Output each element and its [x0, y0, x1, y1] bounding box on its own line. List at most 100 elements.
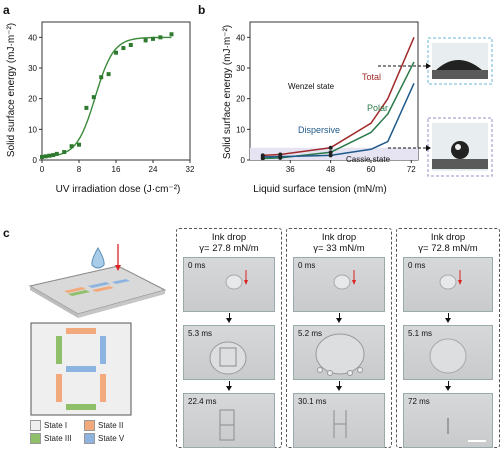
- y-tick-label: 0: [241, 156, 246, 165]
- ink-drop-group-3: Ink drop γ= 72.8 mN/m 0 ms 5.1 ms 72 ms: [396, 228, 500, 448]
- inset-wenzel: [427, 37, 493, 85]
- series-line-polar: [262, 61, 415, 160]
- frame-time: 0 ms: [298, 261, 316, 270]
- series-point: [278, 154, 283, 159]
- arrow-head: [226, 386, 232, 391]
- frame-time: 5.1 ms: [408, 329, 433, 338]
- frame-image: [429, 338, 467, 374]
- frame-time: 0 ms: [188, 261, 206, 270]
- x-tick-label: 16: [112, 165, 121, 174]
- frame-1: 5.2 ms: [293, 325, 385, 380]
- stamp-schematic: [28, 244, 167, 318]
- legend-swatch: [30, 420, 41, 431]
- group-gamma: γ= 72.8 mN/m: [418, 243, 478, 254]
- arrow-head: [336, 386, 342, 391]
- chart-a-ylabel: Solid surface energy (mJ·m⁻²): [6, 23, 17, 157]
- panel-label-b: b: [198, 3, 206, 17]
- series-line-dispersive: [262, 82, 415, 158]
- frame-time: 0 ms: [408, 261, 426, 270]
- frame-image: [209, 341, 247, 375]
- series-line-total: [262, 37, 415, 157]
- y-tick-label: 0: [33, 156, 38, 165]
- arrow-head: [336, 318, 342, 323]
- series-point: [328, 153, 333, 158]
- series-point: [328, 145, 333, 150]
- data-point: [158, 35, 163, 40]
- arrow-head: [226, 318, 232, 323]
- arrow: [447, 313, 449, 319]
- legend-swatch: [84, 433, 95, 444]
- frame-image: [333, 270, 356, 290]
- x-tick-label: 32: [186, 165, 195, 174]
- frame-image: [439, 270, 462, 290]
- arrow: [228, 313, 230, 319]
- inset-cassie: [427, 117, 493, 177]
- legend-state-ii: State II: [84, 420, 123, 431]
- scale-bar: [468, 440, 486, 442]
- frame-0: 0 ms: [293, 257, 385, 312]
- panel-label-a: a: [3, 3, 10, 17]
- data-point: [77, 142, 81, 147]
- legend-label: State II: [98, 421, 124, 430]
- group-gamma: γ= 27.8 mN/m: [199, 243, 259, 254]
- data-point: [169, 32, 174, 37]
- frame-1: 5.3 ms: [183, 325, 275, 380]
- legend-swatch: [30, 433, 41, 444]
- segment-display: [30, 322, 132, 416]
- legend-label: State V: [98, 434, 125, 443]
- data-point: [84, 105, 89, 110]
- legend-label: State I: [44, 421, 68, 430]
- y-tick-label: 40: [28, 33, 37, 42]
- x-tick-label: 36: [286, 165, 295, 174]
- data-point: [54, 151, 59, 156]
- y-tick-label: 10: [236, 125, 245, 134]
- group-title: Ink drop: [321, 232, 357, 243]
- y-tick-label: 30: [28, 64, 37, 73]
- group-title: Ink drop: [430, 232, 466, 243]
- legend-swatch: [84, 420, 95, 431]
- x-tick-label: 48: [326, 165, 335, 174]
- frame-time: 30.1 ms: [298, 397, 327, 406]
- frame-image: [225, 270, 248, 290]
- data-point: [99, 75, 104, 80]
- data-point: [51, 153, 56, 158]
- chart-a: 0 8 16 24 32 0 10 20 30 40 UV irradiation dose (J…: [6, 21, 195, 195]
- data-point: [143, 38, 148, 43]
- frame-1: 5.1 ms: [403, 325, 493, 380]
- y-tick-label: 40: [236, 33, 245, 42]
- plot-frame: [41, 21, 191, 161]
- x-tick-label: 24: [149, 165, 158, 174]
- plot-frame: [249, 21, 419, 161]
- frame-0: 0 ms: [183, 257, 275, 312]
- legend-state-iii: State III: [30, 433, 72, 444]
- series-label-polar: Polar: [367, 103, 388, 113]
- panel-label-c: c: [3, 226, 10, 240]
- series-point: [260, 154, 265, 159]
- arrow-head: [445, 386, 451, 391]
- frame-2: 72 ms: [403, 393, 493, 448]
- series-point: [328, 150, 333, 155]
- arrow: [338, 381, 340, 387]
- frame-time: 22.4 ms: [188, 397, 217, 406]
- frame-image: [219, 409, 235, 441]
- frame-time: 5.2 ms: [298, 329, 323, 338]
- group-gamma: γ= 33 mN/m: [313, 243, 365, 254]
- x-tick-label: 0: [40, 165, 45, 174]
- data-point: [121, 46, 126, 51]
- data-point: [43, 154, 48, 159]
- arrow: [338, 313, 340, 319]
- y-tick-label: 30: [236, 64, 245, 73]
- ink-drop-group-1: Ink drop γ= 27.8 mN/m 0 ms 5.3 ms 22.4 m…: [176, 228, 282, 448]
- data-point: [47, 153, 52, 158]
- chart-b-ylabel: Solid surface energy (mJ·m⁻²): [222, 25, 233, 159]
- data-point: [151, 36, 155, 41]
- chart-b-xlabel: Liquid surface tension (mN/m): [253, 184, 386, 195]
- legend-state-v: State V: [84, 433, 124, 444]
- x-tick-label: 8: [77, 165, 82, 174]
- frame-0: 0 ms: [403, 257, 493, 312]
- data-point: [62, 150, 67, 155]
- data-point: [40, 154, 44, 159]
- chart-a-xlabel: UV irradiation dose (J·cm⁻²): [56, 184, 181, 195]
- data-point: [106, 72, 111, 77]
- x-tick-label: 60: [367, 165, 376, 174]
